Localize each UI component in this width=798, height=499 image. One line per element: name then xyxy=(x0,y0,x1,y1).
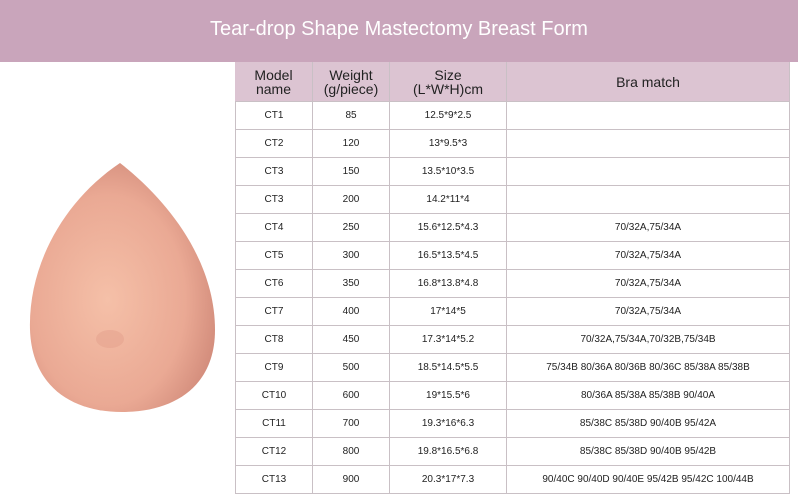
table-cell: 900 xyxy=(313,466,390,494)
table-cell xyxy=(507,102,790,130)
table-cell: 70/32A,75/34A xyxy=(507,214,790,242)
table-cell: CT1 xyxy=(235,102,313,130)
table-cell: 17.3*14*5.2 xyxy=(390,326,507,354)
table-cell: CT3 xyxy=(235,186,313,214)
table-cell: CT9 xyxy=(235,354,313,382)
table-cell: 12.5*9*2.5 xyxy=(390,102,507,130)
table-cell: 85/38C 85/38D 90/40B 95/42A xyxy=(507,410,790,438)
nipple xyxy=(96,330,124,348)
header-cell: Weight (g/piece) xyxy=(313,62,390,102)
header-text: Model xyxy=(254,66,293,83)
header-text: Size xyxy=(434,66,462,83)
header-text: (L*W*H)cm xyxy=(413,80,483,97)
table-cell: CT2 xyxy=(235,130,313,158)
table-cell: 70/32A,75/34A xyxy=(507,270,790,298)
table-cell: 19.8*16.5*6.8 xyxy=(390,438,507,466)
title-band xyxy=(0,0,798,62)
header-text: (g/piece) xyxy=(323,80,379,97)
table-cell: 16.5*13.5*4.5 xyxy=(390,242,507,270)
table-cell: 13*9.5*3 xyxy=(390,130,507,158)
table-cell: 150 xyxy=(313,158,390,186)
header-text: Bra match xyxy=(616,73,680,90)
breast-form xyxy=(29,163,215,412)
table-cell: CT4 xyxy=(235,214,313,242)
table-cell: CT12 xyxy=(235,438,313,466)
table-cell: 17*14*5 xyxy=(390,298,507,326)
table-cell: 90/40C 90/40D 90/40E 95/42B 95/42C 100/4… xyxy=(507,466,790,494)
table-cell: CT11 xyxy=(235,410,313,438)
table-cell: CT13 xyxy=(235,466,313,494)
table-cell: 70/32A,75/34A xyxy=(507,242,790,270)
table-cell: 18.5*14.5*5.5 xyxy=(390,354,507,382)
table-cell: 85 xyxy=(313,102,390,130)
table-cell: 16.8*13.8*4.8 xyxy=(390,270,507,298)
table-cell: 13.5*10*3.5 xyxy=(390,158,507,186)
table-cell: 450 xyxy=(313,326,390,354)
table-cell: 350 xyxy=(313,270,390,298)
table-cell: 700 xyxy=(313,410,390,438)
table-cell: 15.6*12.5*4.3 xyxy=(390,214,507,242)
header-text: Weight xyxy=(329,66,373,83)
table-cell: 600 xyxy=(313,382,390,410)
table-cell: 500 xyxy=(313,354,390,382)
table-cell: 800 xyxy=(313,438,390,466)
table-cell: CT6 xyxy=(235,270,313,298)
header-cell: Bra match xyxy=(507,62,790,102)
table-cell: CT5 xyxy=(235,242,313,270)
table-cell: CT3 xyxy=(235,158,313,186)
table-cell: CT10 xyxy=(235,382,313,410)
title: Tear-drop Shape Mastectomy Breast Form xyxy=(210,18,588,40)
header-text: name xyxy=(255,80,292,97)
table-cell: 19.3*16*6.3 xyxy=(390,410,507,438)
table-cell: 20.3*17*7.3 xyxy=(390,466,507,494)
table-cell: 200 xyxy=(313,186,390,214)
table-cell: 300 xyxy=(313,242,390,270)
product-image xyxy=(29,163,215,412)
table-cell: CT7 xyxy=(235,298,313,326)
table-cell: 70/32A,75/34A xyxy=(507,298,790,326)
header-cell: Model name xyxy=(235,62,313,102)
table-cell xyxy=(507,186,790,214)
table-cell: 400 xyxy=(313,298,390,326)
table-cell: CT8 xyxy=(235,326,313,354)
table-cell: 85/38C 85/38D 90/40B 95/42B xyxy=(507,438,790,466)
table-cell: 70/32A,75/34A,70/32B,75/34B xyxy=(507,326,790,354)
table-cell: 120 xyxy=(313,130,390,158)
table-cell: 80/36A 85/38A 85/38B 90/40A xyxy=(507,382,790,410)
table-cell: 75/34B 80/36A 80/36B 80/36C 85/38A 85/38… xyxy=(507,354,790,382)
table-cell xyxy=(507,130,790,158)
table-cell: 19*15.5*6 xyxy=(390,382,507,410)
header-cell: Size (L*W*H)cm xyxy=(390,62,507,102)
table-cell: 250 xyxy=(313,214,390,242)
table-cell: 14.2*11*4 xyxy=(390,186,507,214)
table-cell xyxy=(507,158,790,186)
